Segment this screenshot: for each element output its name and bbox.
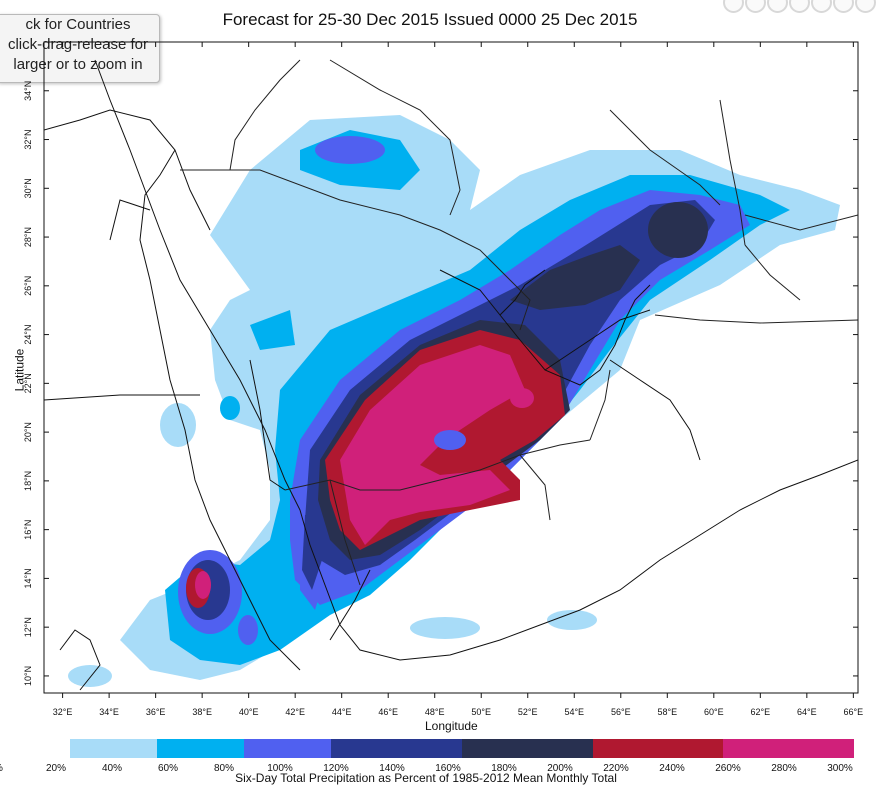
colorbar-swatch (810, 739, 855, 758)
colorbar-label: 140% (379, 763, 405, 774)
colorbar-edge-label: % (0, 763, 3, 774)
colorbar-label: 60% (157, 763, 179, 774)
lon-tick-label: 62°E (751, 707, 771, 717)
lon-tick-labels: 32°E 34°E 36°E 38°E 40°E 42°E 44°E 46°E 48°E 50°E… (53, 707, 863, 717)
colorbar-swatch (549, 739, 593, 758)
lat-tick-label: 24°N (23, 325, 33, 345)
colorbar-label: 20% (45, 763, 67, 774)
lat-ticks (44, 90, 858, 677)
x-axis-title: Longitude (425, 719, 478, 733)
lat-tick-label: 26°N (23, 276, 33, 296)
colorbar-swatch (462, 739, 506, 758)
lat-tick-label: 18°N (23, 471, 33, 491)
lon-tick-label: 48°E (425, 707, 445, 717)
colorbar-swatch (723, 739, 767, 758)
colorbar-swatch (767, 739, 811, 758)
lon-tick-label: 32°E (53, 707, 73, 717)
toolbar-dots (722, 0, 876, 18)
colorbar-swatch (505, 739, 550, 758)
colorbar-swatch (418, 739, 463, 758)
lat-tick-label: 14°N (23, 568, 33, 588)
lon-tick-label: 44°E (332, 707, 352, 717)
colorbar-label: 260% (715, 763, 741, 774)
lat-tick-label: 30°N (23, 178, 33, 198)
colorbar-label: 280% (771, 763, 797, 774)
colorbar-label: 120% (323, 763, 349, 774)
lon-tick-label: 64°E (797, 707, 817, 717)
map-title: Forecast for 25-30 Dec 2015 Issued 0000 … (222, 10, 638, 29)
hint-line-1: ck for Countries (25, 16, 131, 33)
lat-tick-label: 34°N (23, 81, 33, 101)
lon-tick-label: 38°E (192, 707, 212, 717)
colorbar-swatch (287, 739, 332, 758)
lon-tick-label: 34°E (99, 707, 119, 717)
lon-tick-label: 42°E (285, 707, 305, 717)
colorbar-label: 220% (603, 763, 629, 774)
precip-shading (68, 115, 840, 687)
lon-tick-label: 40°E (239, 707, 259, 717)
colorbar-label: 40% (101, 763, 123, 774)
colorbar-swatch (200, 739, 245, 758)
dot-icon[interactable] (745, 0, 766, 13)
country-borders (180, 59, 858, 586)
y-axis-title: Latitude (12, 348, 27, 392)
colorbar-swatch (331, 739, 375, 758)
lat-tick-label: 12°N (23, 617, 33, 637)
zoom-hint-tooltip[interactable]: ck for Countries click-drag-release for … (0, 14, 160, 83)
plot-frame (43, 41, 859, 694)
lon-tick-label: 54°E (564, 707, 584, 717)
colorbar-swatch (374, 739, 419, 758)
dot-icon[interactable] (789, 0, 810, 13)
lon-tick-label: 66°E (844, 707, 864, 717)
dot-icon[interactable] (811, 0, 832, 13)
colorbar-label: 240% (659, 763, 685, 774)
colorbar-swatch (113, 739, 158, 758)
colorbar-swatch (592, 739, 637, 758)
colorbar-label: 180% (491, 763, 517, 774)
colorbar-caption: Six-Day Total Precipitation as Percent o… (235, 771, 617, 785)
lon-tick-label: 60°E (704, 707, 724, 717)
colorbar-swatch (70, 739, 114, 758)
colorbar-swatch (244, 739, 288, 758)
lat-tick-label: 32°N (23, 129, 33, 149)
colorbar-label: 200% (547, 763, 573, 774)
lon-tick-label: 50°E (471, 707, 491, 717)
lat-tick-label: 28°N (23, 227, 33, 247)
colorbar (70, 739, 855, 758)
dot-icon[interactable] (723, 0, 744, 13)
lat-tick-labels: 10°N 12°N 14°N 16°N 18°N 20°N 22°N 24°N 26°N 28°N… (23, 81, 33, 686)
colorbar-label: 160% (435, 763, 461, 774)
lon-tick-label: 46°E (378, 707, 398, 717)
lon-tick-label: 52°E (518, 707, 538, 717)
coastlines (44, 59, 858, 691)
colorbar-label: 300% (827, 763, 853, 774)
colorbar-swatch (157, 739, 201, 758)
colorbar-label: 80% (213, 763, 235, 774)
lon-tick-label: 56°E (611, 707, 631, 717)
hint-line-2: click-drag-release for (7, 36, 149, 53)
hint-line-3: larger or to zoom in (13, 56, 143, 73)
colorbar-label: 100% (267, 763, 293, 774)
dot-icon[interactable] (767, 0, 788, 13)
colorbar-swatch (679, 739, 724, 758)
dot-icon[interactable] (855, 0, 876, 13)
lon-tick-label: 36°E (146, 707, 166, 717)
lat-tick-label: 16°N (23, 520, 33, 540)
dot-icon[interactable] (833, 0, 854, 13)
lat-tick-label: 22°N (23, 373, 33, 393)
lon-tick-label: 58°E (657, 707, 677, 717)
lat-tick-label: 10°N (23, 666, 33, 686)
colorbar-swatch (636, 739, 680, 758)
lat-tick-label: 20°N (23, 422, 33, 442)
lon-ticks (62, 42, 854, 698)
